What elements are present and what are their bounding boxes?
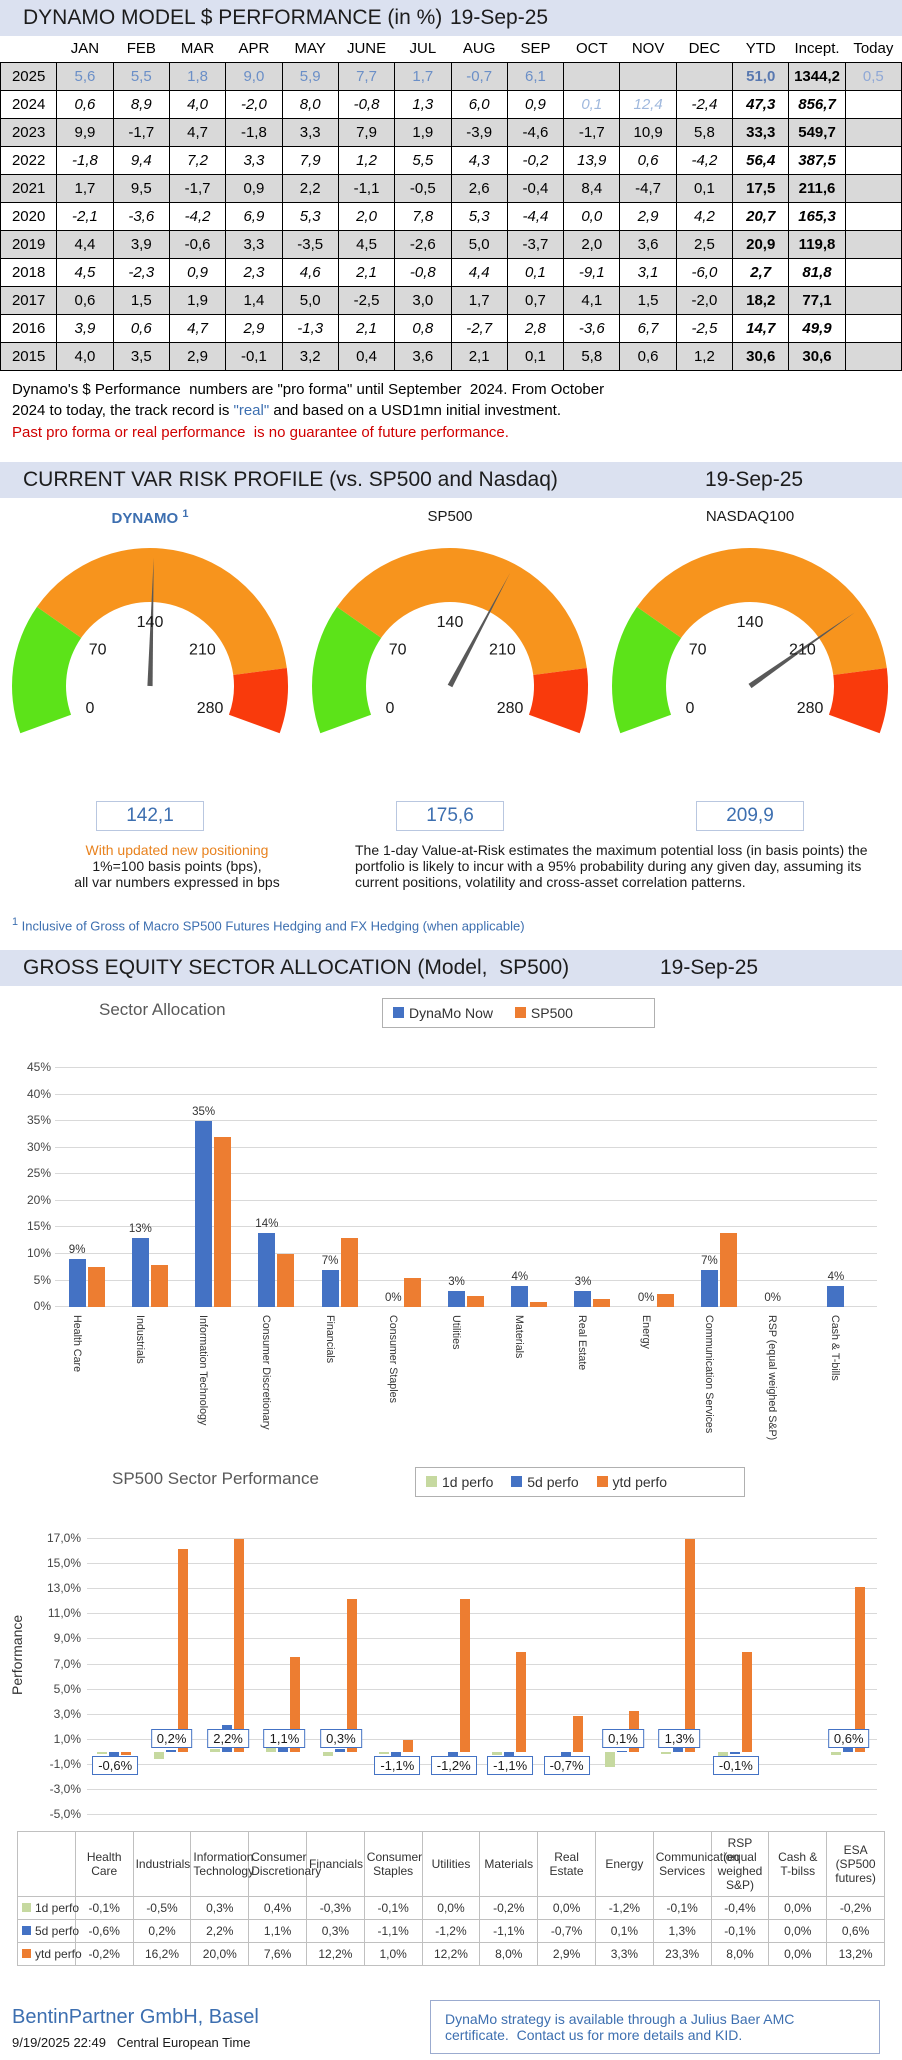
- svg-text:280: 280: [197, 700, 224, 717]
- svg-text:0: 0: [85, 700, 94, 717]
- svg-text:210: 210: [789, 642, 816, 659]
- svg-text:0: 0: [385, 700, 394, 717]
- svg-text:210: 210: [189, 642, 216, 659]
- svg-text:70: 70: [689, 642, 707, 659]
- svg-text:0: 0: [685, 700, 694, 717]
- svg-text:70: 70: [389, 642, 407, 659]
- svg-text:280: 280: [797, 700, 824, 717]
- svg-text:210: 210: [489, 642, 516, 659]
- svg-text:140: 140: [137, 614, 164, 631]
- svg-text:70: 70: [89, 642, 107, 659]
- svg-text:140: 140: [737, 614, 764, 631]
- svg-text:280: 280: [497, 700, 524, 717]
- svg-text:140: 140: [437, 614, 464, 631]
